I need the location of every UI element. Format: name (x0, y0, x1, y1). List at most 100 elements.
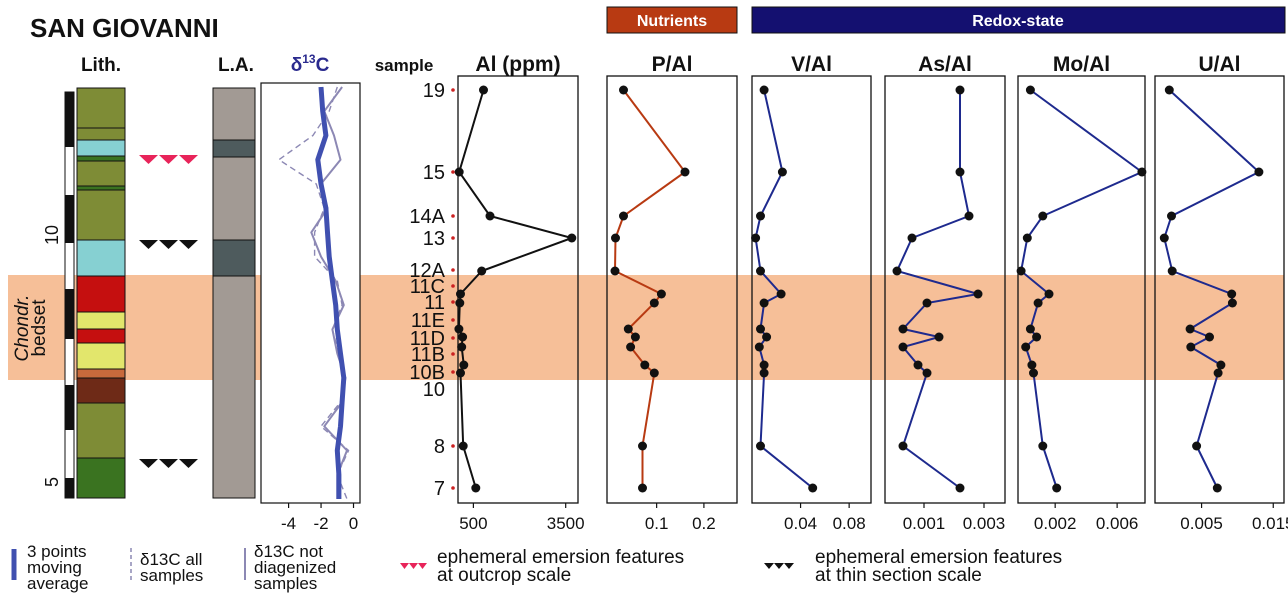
data-point (1029, 368, 1038, 378)
x-tick-label: 0.04 (784, 514, 817, 533)
data-point (455, 298, 465, 308)
lith-bed (76, 87, 126, 129)
sample-marker (451, 486, 455, 490)
x-tick-label: 0.005 (1180, 514, 1223, 533)
data-point (762, 332, 772, 342)
sample-marker (451, 336, 455, 340)
data-point (1038, 441, 1048, 451)
data-point (913, 360, 923, 370)
nutrients-header: Nutrients (637, 13, 707, 30)
data-point (1185, 324, 1195, 334)
x-tick-label: 0.1 (645, 514, 669, 533)
data-point (1016, 266, 1026, 276)
legend-thin-section-triangles (764, 563, 794, 569)
legend: 3 points moving average δ13C all samples… (11, 542, 1062, 593)
data-point (1167, 211, 1176, 221)
lith-bed (76, 185, 126, 191)
data-point (640, 360, 650, 370)
data-point (759, 360, 769, 370)
legend-avg-label: 3 points moving average (27, 542, 91, 593)
data-point (1159, 233, 1169, 243)
sample-label: 15 (423, 162, 445, 184)
data-point (759, 368, 769, 378)
data-point (454, 167, 464, 177)
legend-notdiag-label: δ13C not diagenized samples (254, 542, 341, 593)
d13c-header: δ13C (291, 52, 330, 76)
data-point (630, 332, 640, 342)
x-tick-label: 0.08 (833, 514, 866, 533)
data-point (751, 233, 761, 243)
legend-all-label: δ13C all samples (140, 550, 207, 585)
lith-bed (76, 189, 126, 241)
lith-bed (76, 239, 126, 277)
data-point (649, 298, 659, 308)
sample-marker (451, 370, 455, 374)
data-point (1216, 360, 1226, 370)
figure-title: SAN GIOVANNI (30, 13, 219, 43)
lith-bed (76, 160, 126, 187)
data-point (459, 360, 469, 370)
bedset-label: Chondr. bedset (12, 295, 50, 362)
x-tick-label: 3500 (547, 514, 585, 533)
data-point (680, 167, 690, 177)
panel-title: U/Al (1199, 53, 1241, 76)
data-point (1205, 332, 1214, 342)
sample-label: 8 (434, 436, 445, 458)
x-tick-label: 0.015 (1252, 514, 1288, 533)
panel-5: U/Al 0.005 0.015 (1154, 53, 1288, 533)
sample-label: 12A (409, 260, 445, 282)
data-point (456, 289, 465, 299)
panel-frame (1154, 75, 1285, 504)
data-point (1022, 233, 1032, 243)
sample-marker (451, 236, 455, 240)
redox-header-box (751, 6, 1286, 34)
x-tick-label: 0.001 (903, 514, 946, 533)
lith-bed (76, 342, 126, 370)
lith-bed (76, 139, 126, 157)
panel-frame (457, 75, 579, 504)
data-point (567, 233, 577, 243)
panel-title: Mo/Al (1053, 53, 1110, 76)
sample-label: 7 (434, 478, 445, 500)
d13c-header-c: C (316, 55, 330, 76)
data-point (754, 342, 764, 352)
data-point (656, 289, 666, 299)
data-point (1044, 289, 1054, 299)
la-column (212, 87, 256, 499)
data-point (471, 483, 481, 493)
data-point (1025, 85, 1035, 95)
data-point (955, 167, 965, 177)
sample-marker (451, 300, 455, 304)
data-point (1227, 298, 1237, 308)
panel-2: V/Al 0.04 0.08 (751, 53, 872, 533)
data-point (626, 342, 636, 352)
lith-bed (76, 368, 126, 379)
data-point (623, 324, 633, 334)
data-point (611, 233, 620, 243)
sample-label: 11B (411, 344, 445, 366)
lith-bed (76, 127, 126, 141)
data-point (458, 441, 468, 451)
redox-header: Redox-state (972, 13, 1064, 30)
data-point (964, 211, 974, 221)
data-point (898, 342, 908, 352)
data-point (922, 368, 932, 378)
lith-bed (76, 377, 126, 404)
x-tick-label: 0.002 (1034, 514, 1077, 533)
data-point (1025, 324, 1035, 334)
panel-title: Al (ppm) (475, 53, 560, 76)
data-point (1164, 85, 1174, 95)
data-point (477, 266, 487, 276)
legend-outcrop-label: ephemeral emersion features at outcrop s… (437, 547, 689, 586)
meter-scale: 10 5 (42, 91, 75, 499)
data-point (619, 85, 628, 95)
d13c-frame (260, 82, 361, 504)
legend-outcrop-triangles (400, 563, 427, 569)
sample-label: 10B (409, 362, 445, 384)
sample-label: 11 (424, 292, 445, 314)
data-point (756, 211, 765, 221)
thin-section-emersion-triangles (139, 240, 198, 468)
d13c-tick-label: 0 (349, 514, 358, 533)
data-point (1212, 483, 1222, 493)
